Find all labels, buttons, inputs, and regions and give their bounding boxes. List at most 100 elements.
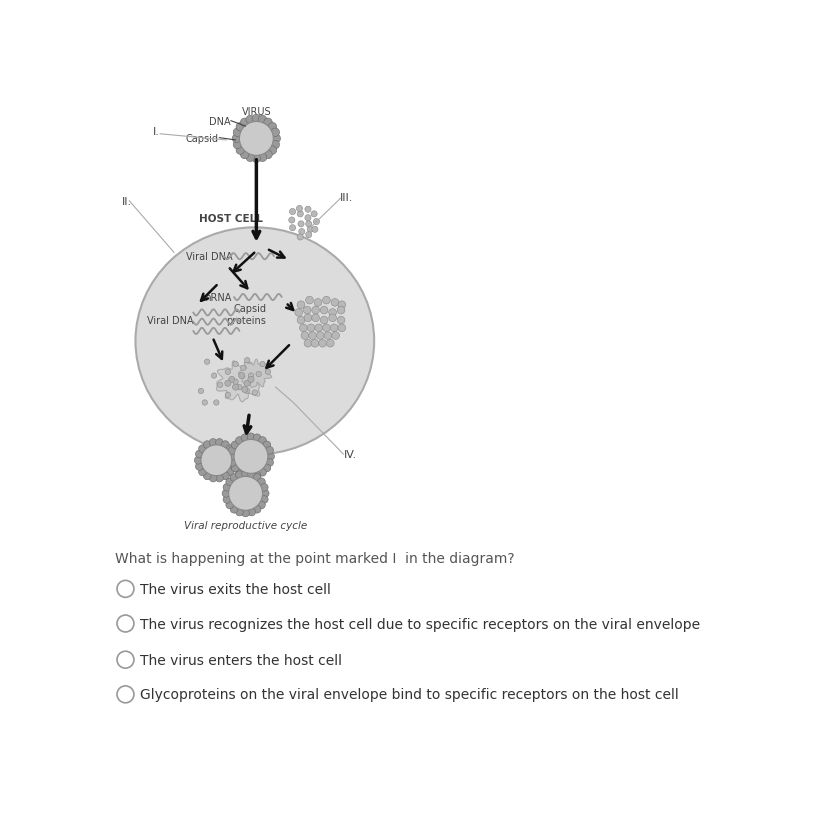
- Circle shape: [244, 380, 250, 387]
- Circle shape: [241, 434, 249, 442]
- Text: The virus exits the host cell: The virus exits the host cell: [140, 582, 331, 596]
- Circle shape: [227, 453, 235, 461]
- Circle shape: [267, 453, 274, 461]
- Circle shape: [218, 383, 222, 388]
- Text: mRNA: mRNA: [201, 293, 232, 303]
- Circle shape: [312, 307, 319, 314]
- Circle shape: [233, 362, 238, 367]
- Circle shape: [241, 151, 249, 160]
- Text: Viral reproductive cycle: Viral reproductive cycle: [184, 520, 307, 530]
- Circle shape: [290, 209, 296, 215]
- Circle shape: [254, 474, 261, 482]
- Text: The virus enters the host cell: The virus enters the host cell: [140, 653, 342, 667]
- Circle shape: [228, 377, 235, 383]
- Polygon shape: [239, 360, 272, 388]
- Circle shape: [252, 390, 258, 395]
- Circle shape: [241, 471, 249, 480]
- Circle shape: [328, 309, 337, 317]
- Circle shape: [233, 129, 241, 137]
- Circle shape: [271, 129, 279, 137]
- Ellipse shape: [135, 228, 374, 455]
- Circle shape: [241, 387, 248, 393]
- Circle shape: [117, 615, 134, 632]
- Circle shape: [296, 206, 303, 213]
- Circle shape: [303, 307, 311, 314]
- Circle shape: [241, 471, 250, 478]
- Text: Viral DNA: Viral DNA: [147, 316, 194, 326]
- Circle shape: [117, 686, 134, 703]
- Circle shape: [213, 400, 219, 406]
- Circle shape: [230, 506, 238, 514]
- Circle shape: [230, 463, 237, 471]
- Circle shape: [204, 442, 211, 449]
- Circle shape: [222, 490, 230, 498]
- Text: VIRUS: VIRUS: [241, 107, 271, 117]
- Text: Capsid: Capsid: [186, 133, 218, 143]
- Circle shape: [259, 362, 265, 367]
- Circle shape: [204, 472, 211, 480]
- Circle shape: [204, 360, 210, 365]
- Circle shape: [232, 135, 241, 143]
- Circle shape: [225, 380, 231, 387]
- Circle shape: [252, 155, 260, 164]
- Circle shape: [228, 477, 263, 511]
- Circle shape: [299, 229, 305, 236]
- Circle shape: [228, 447, 236, 455]
- Circle shape: [241, 119, 249, 127]
- Circle shape: [309, 332, 316, 340]
- Circle shape: [323, 297, 330, 304]
- Circle shape: [117, 652, 134, 668]
- Circle shape: [259, 116, 267, 125]
- Circle shape: [314, 299, 322, 307]
- Circle shape: [314, 219, 319, 226]
- Circle shape: [289, 218, 295, 224]
- Circle shape: [297, 235, 303, 241]
- Circle shape: [232, 442, 239, 449]
- Circle shape: [315, 324, 323, 332]
- Circle shape: [234, 440, 268, 474]
- Circle shape: [245, 389, 250, 394]
- Text: HOST CELL: HOST CELL: [200, 213, 264, 223]
- Circle shape: [233, 141, 241, 150]
- Circle shape: [259, 437, 266, 445]
- Text: Glycoproteins on the viral envelope bind to specific receptors on the host cell: Glycoproteins on the viral envelope bind…: [140, 687, 679, 701]
- Circle shape: [319, 340, 327, 347]
- Circle shape: [248, 471, 255, 479]
- Circle shape: [216, 475, 223, 482]
- Circle shape: [240, 122, 273, 156]
- Circle shape: [258, 478, 265, 486]
- Circle shape: [338, 324, 346, 332]
- Circle shape: [231, 457, 238, 465]
- Circle shape: [320, 307, 328, 314]
- Circle shape: [202, 400, 208, 406]
- Circle shape: [236, 385, 242, 390]
- Circle shape: [247, 433, 255, 441]
- Text: DNA: DNA: [209, 117, 230, 127]
- Circle shape: [195, 451, 203, 458]
- Circle shape: [236, 509, 243, 516]
- Text: IV.: IV.: [343, 450, 356, 460]
- Circle shape: [266, 459, 273, 466]
- Circle shape: [305, 215, 311, 222]
- Circle shape: [225, 393, 231, 398]
- Circle shape: [305, 207, 311, 213]
- Circle shape: [305, 222, 312, 227]
- Circle shape: [209, 439, 217, 447]
- Circle shape: [298, 222, 304, 227]
- Text: III.: III.: [340, 193, 354, 203]
- Circle shape: [246, 116, 255, 125]
- Circle shape: [328, 314, 337, 323]
- Circle shape: [260, 496, 268, 504]
- Circle shape: [266, 447, 273, 455]
- Text: What is happening at the point marked I  in the diagram?: What is happening at the point marked I …: [116, 552, 515, 566]
- Circle shape: [264, 119, 273, 127]
- Text: I.: I.: [153, 127, 159, 137]
- Circle shape: [337, 307, 345, 314]
- Circle shape: [236, 123, 245, 131]
- Circle shape: [232, 385, 239, 390]
- Circle shape: [311, 340, 319, 347]
- Circle shape: [271, 141, 279, 150]
- Circle shape: [241, 509, 250, 517]
- Circle shape: [222, 442, 229, 449]
- Text: Viral DNA: Viral DNA: [186, 252, 233, 262]
